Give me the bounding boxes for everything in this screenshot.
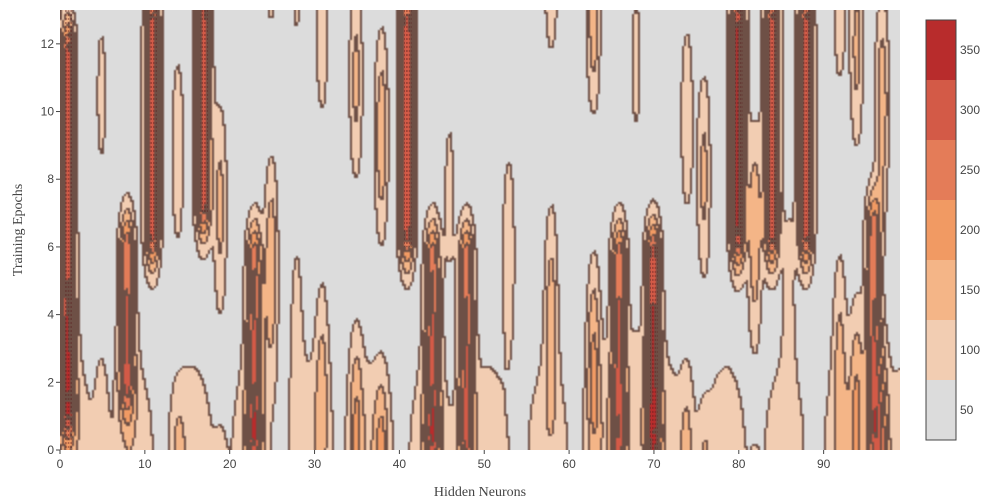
- y-tick-label: 0: [47, 443, 54, 457]
- y-tick-label: 4: [47, 308, 54, 322]
- y-tick-label: 8: [47, 172, 54, 186]
- colorbar-segment: [926, 260, 956, 320]
- colorbar-segment: [926, 380, 956, 440]
- colorbar-tick-label: 100: [960, 343, 980, 357]
- x-tick-label: 80: [732, 457, 746, 471]
- colorbar-frame: [925, 19, 957, 441]
- y-axis-ticks: 0 2 4 6 8 10 12: [41, 37, 60, 457]
- colorbar-tick-label: 250: [960, 163, 980, 177]
- y-axis-title: Training Epochs: [11, 184, 26, 276]
- colorbar: 50 100 150 200 250 300 350: [925, 19, 980, 441]
- x-axis-title: Hidden Neurons: [434, 485, 526, 500]
- colorbar-tick-label: 150: [960, 283, 980, 297]
- colorbar-segment: [926, 20, 956, 80]
- y-tick-label: 12: [41, 37, 55, 51]
- colorbar-tick-label: 300: [960, 103, 980, 117]
- x-axis-ticks: 0 10 20 30 40 50 60 70 80 90: [57, 450, 831, 471]
- contour-fill: [60, 10, 900, 450]
- colorbar-segment: [926, 140, 956, 200]
- x-tick-label: 10: [138, 457, 152, 471]
- x-tick-label: 40: [393, 457, 407, 471]
- x-tick-label: 70: [647, 457, 661, 471]
- x-tick-label: 60: [562, 457, 576, 471]
- y-tick-label: 10: [41, 105, 55, 119]
- plot-area: [60, 10, 900, 450]
- colorbar-tick-label: 200: [960, 223, 980, 237]
- colorbar-tick-label: 350: [960, 43, 980, 57]
- contour-lines: [65, 10, 811, 450]
- x-tick-label: 90: [817, 457, 831, 471]
- x-tick-label: 0: [57, 457, 64, 471]
- y-tick-label: 2: [47, 375, 54, 389]
- colorbar-segment: [926, 320, 956, 380]
- colorbar-segment: [926, 200, 956, 260]
- x-tick-label: 20: [223, 457, 237, 471]
- colorbar-tick-label: 50: [960, 403, 974, 417]
- x-tick-label: 50: [478, 457, 492, 471]
- y-tick-label: 6: [47, 240, 54, 254]
- x-tick-label: 30: [308, 457, 322, 471]
- colorbar-segment: [926, 80, 956, 140]
